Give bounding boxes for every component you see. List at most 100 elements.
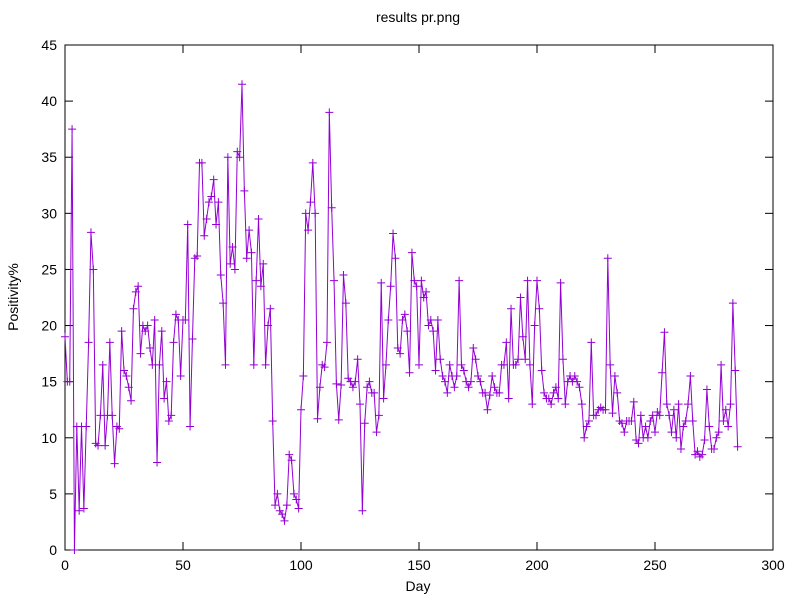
point-marker	[643, 433, 652, 442]
point-marker	[651, 428, 659, 437]
point-marker	[514, 355, 523, 364]
point-marker	[75, 506, 84, 515]
point-marker	[684, 400, 693, 409]
point-marker	[452, 372, 461, 381]
point-marker	[511, 360, 520, 369]
point-marker	[297, 405, 305, 414]
point-marker	[117, 327, 126, 336]
point-marker	[110, 459, 119, 468]
point-marker	[209, 175, 218, 184]
point-marker	[356, 400, 364, 409]
point-marker	[584, 416, 593, 425]
point-marker	[587, 338, 596, 347]
point-marker	[507, 304, 516, 313]
point-marker	[150, 315, 159, 324]
point-marker	[122, 372, 131, 381]
point-marker	[351, 377, 360, 386]
x-tick-label: 0	[61, 557, 69, 573]
point-marker	[228, 243, 237, 251]
point-marker	[535, 304, 544, 313]
point-marker	[433, 315, 442, 324]
point-marker	[221, 360, 230, 369]
point-marker	[726, 400, 735, 409]
point-marker	[304, 226, 313, 235]
point-marker	[627, 416, 636, 425]
point-marker	[391, 254, 400, 263]
point-marker	[193, 251, 202, 260]
point-marker	[263, 321, 272, 330]
point-marker	[466, 377, 475, 386]
point-marker	[540, 388, 549, 397]
point-marker	[561, 400, 570, 409]
point-marker	[129, 304, 138, 313]
y-tick-label: 20	[41, 318, 57, 334]
x-tick-label: 50	[175, 557, 191, 573]
point-marker	[424, 321, 433, 330]
point-marker	[377, 278, 386, 287]
point-marker	[662, 400, 671, 409]
y-tick-label: 45	[41, 37, 57, 53]
point-marker	[407, 248, 416, 257]
point-marker	[686, 372, 695, 381]
chart-title: results pr.png	[376, 9, 460, 25]
point-marker	[176, 372, 185, 381]
point-marker	[422, 287, 431, 296]
point-marker	[259, 259, 268, 268]
point-marker	[537, 366, 546, 375]
y-tick-label: 30	[41, 205, 57, 221]
point-marker	[679, 422, 688, 431]
point-marker	[415, 360, 423, 369]
point-marker	[717, 360, 726, 369]
point-marker	[495, 388, 504, 397]
x-axis-label: Day	[406, 578, 431, 594]
y-axis-label: Positivity%	[5, 263, 21, 331]
point-marker	[710, 445, 718, 453]
point-marker	[702, 385, 711, 394]
point-marker	[606, 360, 615, 369]
point-marker	[266, 304, 275, 313]
point-marker	[556, 278, 565, 287]
point-marker	[96, 411, 105, 420]
point-marker	[731, 366, 740, 375]
point-marker	[108, 411, 117, 420]
point-marker	[436, 355, 445, 364]
point-marker	[389, 229, 398, 238]
point-marker	[200, 231, 209, 240]
point-marker	[398, 315, 407, 324]
point-marker	[488, 372, 497, 381]
point-marker	[582, 422, 591, 431]
point-marker	[155, 360, 164, 369]
point-marker	[341, 299, 350, 308]
point-marker	[530, 321, 539, 330]
x-tick-label: 250	[643, 557, 667, 573]
point-marker	[459, 366, 468, 375]
point-marker	[94, 441, 103, 450]
point-marker	[98, 360, 107, 369]
point-marker	[443, 388, 452, 397]
point-marker	[294, 504, 303, 513]
point-marker	[665, 411, 674, 420]
point-marker	[252, 276, 261, 285]
point-marker	[145, 344, 154, 352]
point-marker	[386, 282, 395, 291]
point-marker	[705, 422, 714, 431]
point-marker	[235, 153, 244, 162]
point-marker	[171, 310, 180, 319]
point-marker	[332, 379, 341, 388]
point-marker	[490, 383, 499, 392]
point-marker	[325, 108, 334, 117]
point-marker	[143, 321, 152, 330]
point-marker	[370, 388, 379, 397]
point-marker	[721, 405, 730, 414]
point-marker	[646, 416, 655, 425]
point-marker	[381, 360, 390, 369]
point-marker	[457, 360, 466, 369]
point-marker	[471, 355, 480, 364]
point-marker	[445, 360, 454, 369]
point-marker	[65, 377, 74, 386]
point-marker	[278, 510, 287, 519]
y-tick-label: 0	[49, 542, 57, 558]
y-tick-label: 15	[41, 374, 57, 390]
